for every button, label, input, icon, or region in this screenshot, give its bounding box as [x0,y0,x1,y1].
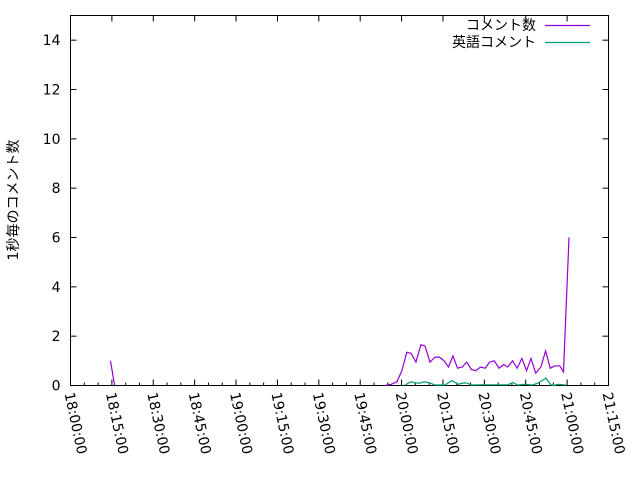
x-tick-label: 20:00:00 [392,391,421,456]
y-tick-label: 12 [43,83,61,99]
y-tick-label: 6 [52,231,61,247]
series-group [110,237,569,385]
x-axis: 18:00:00 18:15:00 18:30:00 18:45:00 19:00:00… [61,16,628,456]
x-tick-label: 21:00:00 [557,391,586,456]
x-tick-label: 18:00:00 [61,391,90,456]
series-line-1 [404,378,565,385]
y-tick-label: 4 [52,280,61,296]
x-tick-label: 18:30:00 [143,391,172,456]
x-tick-label: 19:15:00 [268,391,297,456]
x-tick-label: 20:45:00 [516,391,545,456]
x-tick-label: 19:00:00 [226,391,255,456]
legend-label: コメント数 [466,18,536,34]
y-tick-label: 0 [52,379,61,395]
y-axis-label: 1秒毎のコメント数 [6,140,22,261]
x-tick-label: 19:30:00 [309,391,338,456]
series-line-0 [385,238,569,386]
x-tick-label: 20:15:00 [433,391,462,456]
y-tick-label: 8 [52,181,61,197]
y-tick-label: 14 [43,33,61,49]
x-tick-label: 21:15:00 [599,391,628,456]
y-tick-label: 2 [52,329,61,345]
x-tick-label: 19:45:00 [350,391,379,456]
series-line-0 [111,361,115,386]
x-tick-label: 18:45:00 [185,391,214,456]
legend-label: 英語コメント [452,34,536,51]
x-tick-label: 18:15:00 [102,391,131,456]
x-tick-label: 20:30:00 [474,391,503,456]
y-axis: 0 2 4 6 8 10 12 14 [43,33,609,394]
plot-border [71,16,609,386]
y-tick-label: 10 [43,132,61,148]
